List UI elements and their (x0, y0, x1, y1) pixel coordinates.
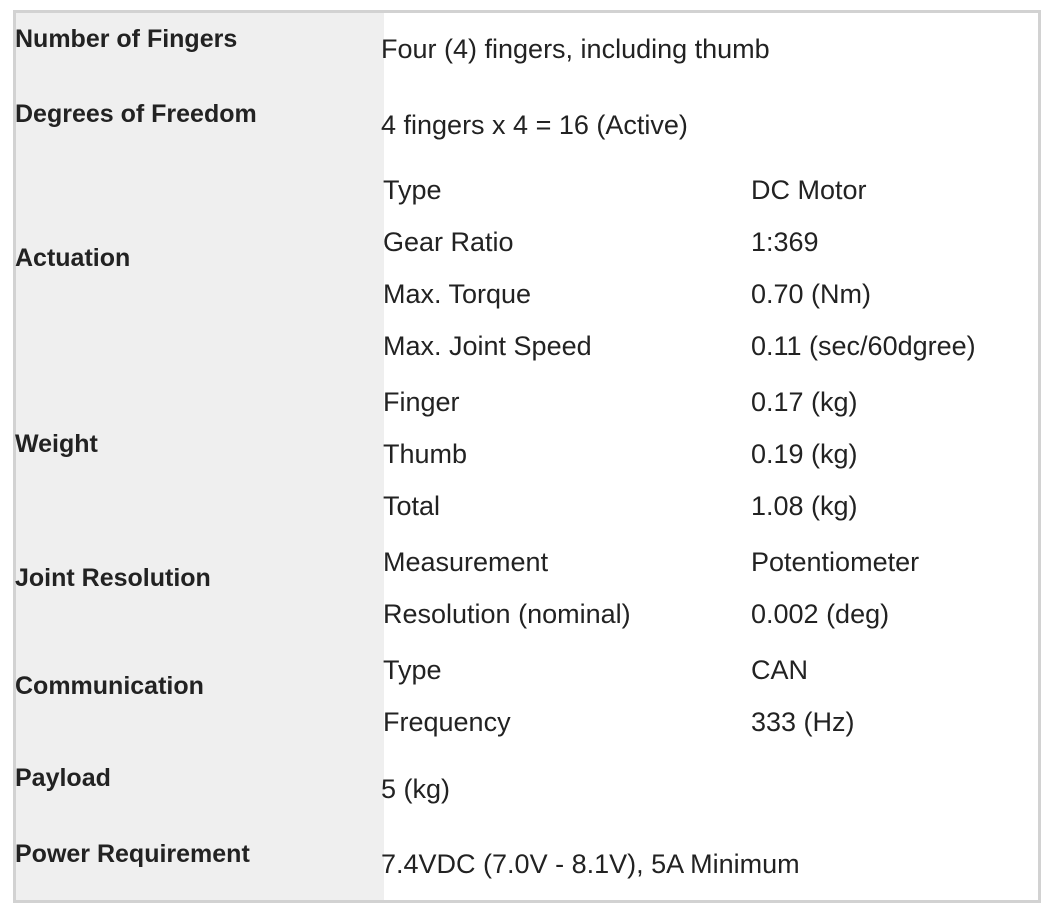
weight-label: Weight (15, 430, 98, 458)
payload-label: Payload (15, 764, 111, 792)
joint-resolution-measurement-value: Potentiometer (751, 547, 920, 577)
actuation-max-torque-value: 0.70 (Nm) (751, 279, 872, 309)
actuation-type-name: Type (383, 175, 442, 205)
actuation-max-joint-speed-value: 0.11 (sec/60dgree) (751, 331, 976, 361)
weight-finger-name: Finger (383, 387, 460, 417)
actuation-max-torque-name: Max. Torque (383, 279, 532, 309)
degrees-of-freedom-value: 4 fingers x 4 = 16 (Active) (381, 110, 688, 140)
joint-resolution-nominal-value: 0.002 (deg) (751, 599, 890, 629)
weight-finger-value: 0.17 (kg) (751, 387, 858, 417)
communication-type-name: Type (383, 655, 442, 685)
joint-resolution-measurement-name: Measurement (383, 547, 549, 577)
power-requirement-label: Power Requirement (15, 840, 250, 868)
actuation-gear-ratio-name: Gear Ratio (383, 227, 514, 257)
joint-resolution-label: Joint Resolution (15, 564, 211, 592)
weight-total-name: Total (383, 491, 441, 521)
weight-thumb-value: 0.19 (kg) (751, 439, 858, 469)
actuation-label: Actuation (15, 244, 131, 272)
actuation-type-value: DC Motor (751, 175, 867, 205)
weight-total-value: 1.08 (kg) (751, 491, 858, 521)
power-requirement-value: 7.4VDC (7.0V - 8.1V), 5A Minimum (381, 849, 800, 879)
actuation-gear-ratio-value: 1:369 (751, 227, 819, 257)
spec-table (13, 10, 1041, 903)
communication-label: Communication (15, 672, 204, 700)
communication-frequency-name: Frequency (383, 707, 511, 737)
spec-labels-column (16, 13, 384, 900)
communication-frequency-value: 333 (Hz) (751, 707, 855, 737)
communication-type-value: CAN (751, 655, 809, 685)
payload-value: 5 (kg) (381, 774, 451, 804)
number-of-fingers-value: Four (4) fingers, including thumb (381, 34, 770, 64)
number-of-fingers-label: Number of Fingers (15, 25, 238, 53)
weight-thumb-name: Thumb (383, 439, 468, 469)
degrees-of-freedom-label: Degrees of Freedom (15, 100, 257, 128)
joint-resolution-nominal-name: Resolution (nominal) (383, 599, 631, 629)
spec-values-column (384, 13, 1038, 900)
actuation-max-joint-speed-name: Max. Joint Speed (383, 331, 592, 361)
